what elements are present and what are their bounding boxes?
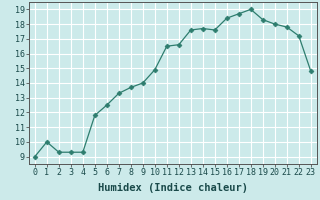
X-axis label: Humidex (Indice chaleur): Humidex (Indice chaleur) <box>98 183 248 193</box>
